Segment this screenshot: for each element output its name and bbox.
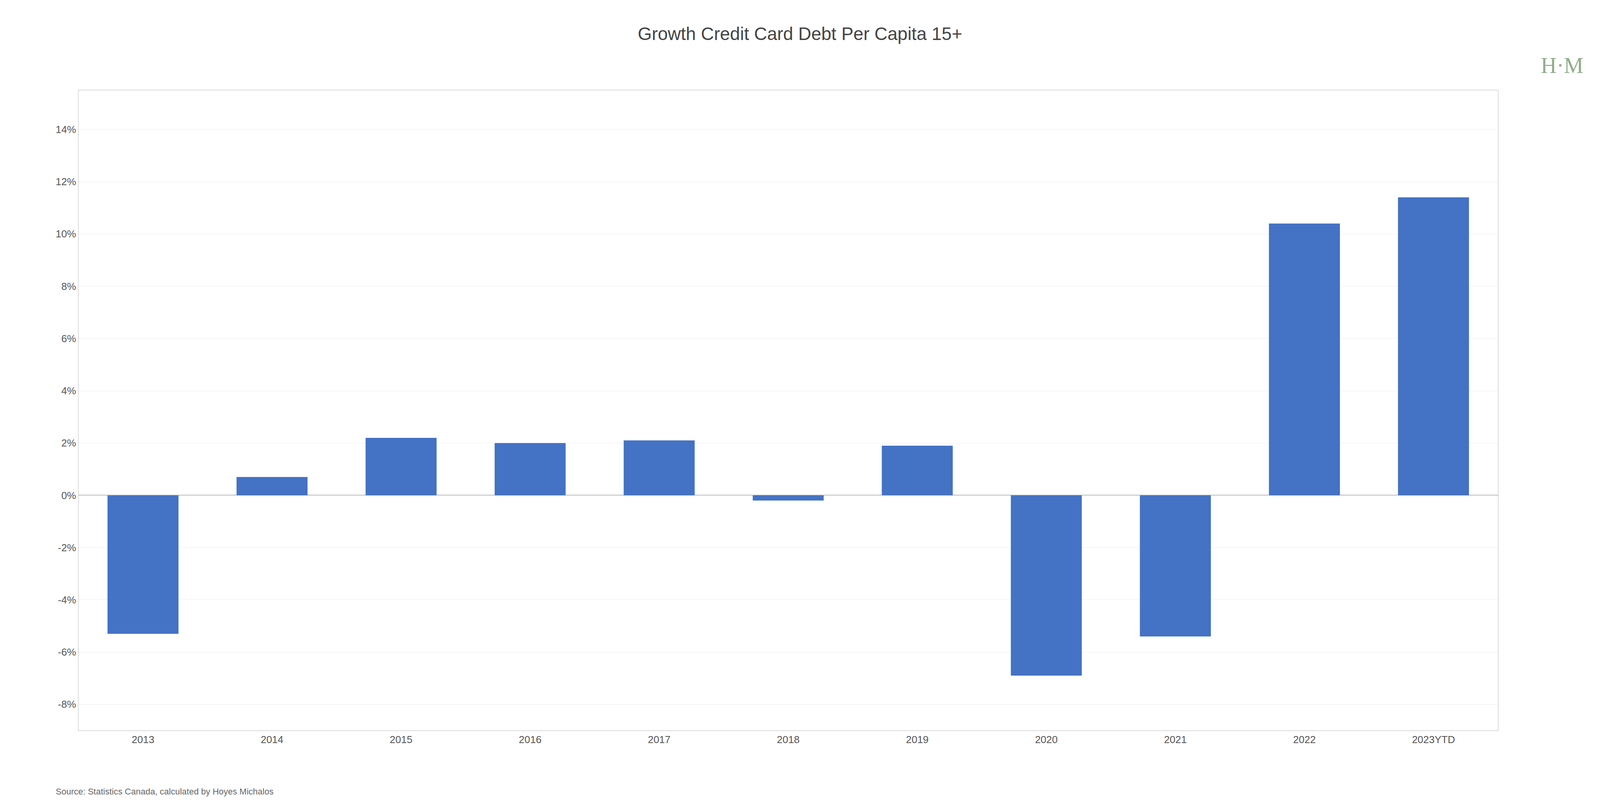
svg-text:2017: 2017 bbox=[647, 733, 671, 746]
svg-text:H·M: H·M bbox=[1540, 53, 1584, 78]
svg-text:2016: 2016 bbox=[518, 733, 542, 746]
svg-text:2021: 2021 bbox=[1164, 733, 1187, 746]
svg-text:8%: 8% bbox=[61, 280, 77, 293]
svg-text:-2%: -2% bbox=[58, 541, 77, 554]
svg-text:2015: 2015 bbox=[389, 733, 413, 746]
svg-text:0%: 0% bbox=[61, 489, 77, 502]
svg-text:-4%: -4% bbox=[58, 594, 77, 606]
svg-text:Source: Statistics Canada, cal: Source: Statistics Canada, calculated by… bbox=[55, 786, 274, 797]
svg-text:2019: 2019 bbox=[905, 733, 929, 746]
svg-text:2023YTD: 2023YTD bbox=[1412, 733, 1456, 746]
svg-text:2018: 2018 bbox=[776, 733, 800, 746]
svg-text:2014: 2014 bbox=[260, 733, 284, 746]
svg-text:14%: 14% bbox=[55, 123, 77, 136]
svg-text:10%: 10% bbox=[55, 227, 77, 240]
svg-text:12%: 12% bbox=[55, 175, 77, 188]
svg-text:4%: 4% bbox=[61, 384, 77, 397]
svg-text:2020: 2020 bbox=[1035, 733, 1058, 746]
svg-text:2022: 2022 bbox=[1293, 733, 1316, 746]
svg-text:-6%: -6% bbox=[58, 646, 77, 658]
svg-text:6%: 6% bbox=[61, 332, 77, 345]
svg-text:2013: 2013 bbox=[131, 733, 155, 746]
svg-text:Growth Credit Card Debt Per Ca: Growth Credit Card Debt Per Capita 15+ bbox=[637, 23, 963, 44]
svg-text:2%: 2% bbox=[61, 437, 77, 449]
svg-text:-8%: -8% bbox=[58, 698, 77, 711]
